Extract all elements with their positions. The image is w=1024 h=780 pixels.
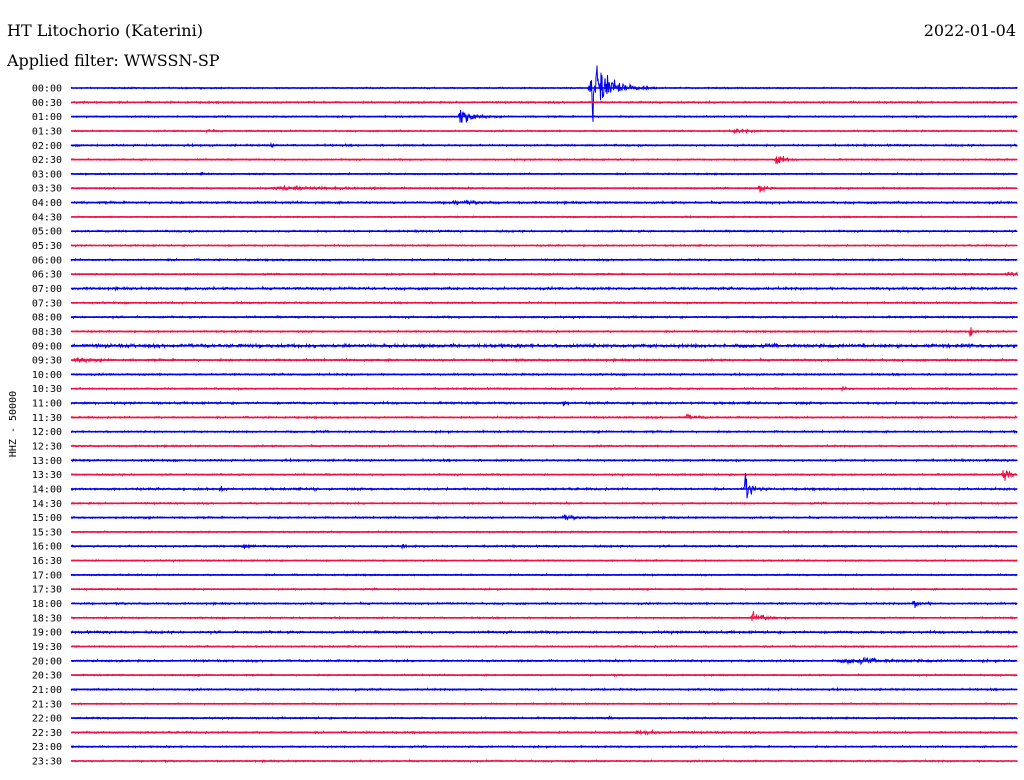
- time-tick-label: 10:30: [32, 384, 62, 395]
- filter-label: Applied filter: WWSSN-SP: [6, 51, 220, 70]
- date-label: 2022-01-04: [924, 21, 1016, 40]
- time-tick-label: 11:00: [32, 399, 62, 410]
- time-labels: 00:00 00:30 01:00 01:30 02:00 02:30 03:00 03:30…: [32, 84, 62, 768]
- time-tick-label: 21:30: [32, 699, 62, 710]
- time-tick-label: 00:00: [32, 84, 62, 95]
- time-tick-label: 09:30: [32, 356, 62, 367]
- time-tick-label: 19:30: [32, 642, 62, 653]
- time-tick-label: 06:00: [32, 255, 62, 266]
- y-axis-label: HHZ - 50000: [8, 391, 19, 457]
- time-tick-label: 13:30: [32, 470, 62, 481]
- time-tick-label: 08:30: [32, 327, 62, 338]
- time-tick-label: 01:30: [32, 127, 62, 138]
- time-tick-label: 02:00: [32, 141, 62, 152]
- time-tick-label: 20:00: [32, 656, 62, 667]
- time-tick-label: 18:00: [32, 599, 62, 610]
- time-tick-label: 00:30: [32, 98, 62, 109]
- time-tick-label: 04:30: [32, 212, 62, 223]
- time-tick-label: 07:30: [32, 298, 62, 309]
- time-tick-label: 16:30: [32, 556, 62, 567]
- time-tick-label: 14:30: [32, 499, 62, 510]
- time-tick-label: 17:30: [32, 585, 62, 596]
- time-tick-label: 19:00: [32, 628, 62, 639]
- time-tick-label: 02:30: [32, 155, 62, 166]
- time-tick-label: 01:00: [32, 112, 62, 123]
- time-tick-label: 18:30: [32, 613, 62, 624]
- time-tick-label: 12:00: [32, 427, 62, 438]
- time-tick-label: 22:30: [32, 728, 62, 739]
- time-tick-label: 11:30: [32, 413, 62, 424]
- time-tick-label: 05:00: [32, 227, 62, 238]
- time-tick-label: 03:30: [32, 184, 62, 195]
- time-tick-label: 23:00: [32, 742, 62, 753]
- time-tick-label: 09:00: [32, 341, 62, 352]
- time-tick-label: 23:30: [32, 757, 62, 768]
- time-tick-label: 13:00: [32, 456, 62, 467]
- time-tick-label: 10:00: [32, 370, 62, 381]
- time-tick-label: 22:00: [32, 714, 62, 725]
- time-tick-label: 14:00: [32, 485, 62, 496]
- time-tick-label: 15:00: [32, 513, 62, 524]
- time-tick-label: 07:00: [32, 284, 62, 295]
- traces: [70, 65, 1018, 764]
- time-tick-label: 16:00: [32, 542, 62, 553]
- time-tick-label: 15:30: [32, 527, 62, 538]
- time-tick-label: 20:30: [32, 671, 62, 682]
- time-tick-label: 21:00: [32, 685, 62, 696]
- time-tick-label: 08:00: [32, 313, 62, 324]
- time-tick-label: 03:00: [32, 169, 62, 180]
- time-tick-label: 12:30: [32, 442, 62, 453]
- time-tick-label: 17:00: [32, 570, 62, 581]
- time-tick-label: 06:30: [32, 270, 62, 281]
- time-tick-label: 04:00: [32, 198, 62, 209]
- time-tick-label: 05:30: [32, 241, 62, 252]
- station-title: HT Litochorio (Katerini): [7, 21, 203, 40]
